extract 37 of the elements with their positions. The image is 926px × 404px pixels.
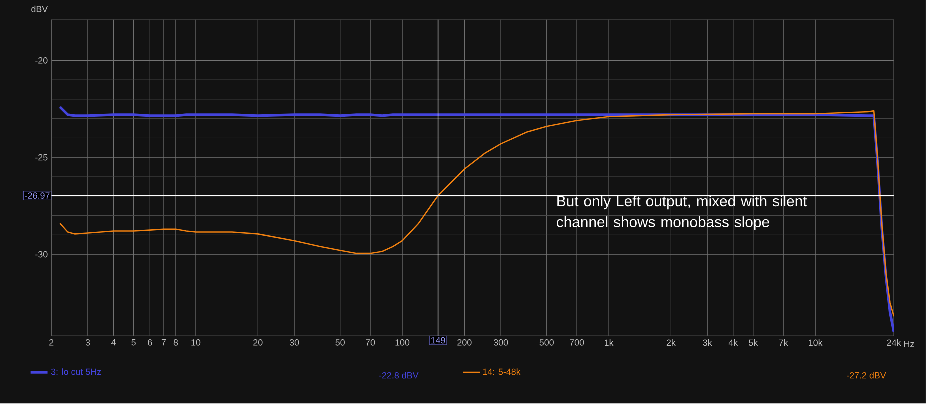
x-tick-label: 500 [540, 340, 554, 346]
y-tick-label: -20 [36, 58, 48, 64]
x-tick-label: 300 [494, 340, 508, 346]
x-tick-label: 3 [86, 340, 90, 346]
y-tick-label: -25 [36, 154, 48, 161]
y-tick-label: -30 [36, 251, 48, 258]
text: -22.8 dBV [379, 372, 419, 379]
x-tick-label: 7 [162, 340, 166, 346]
x-tick-label: 4k [728, 340, 738, 346]
x-tick-label: 4 [112, 340, 116, 346]
x-tick-label: 2k [666, 340, 676, 346]
y-axis-title: dBV [32, 6, 48, 13]
legend-label: 3: lo cut 5Hz [51, 368, 102, 376]
annotation: But only Left output, mixed with silent channel shows monobass slope [557, 196, 808, 231]
x-tick-label: 5 [132, 340, 136, 346]
x-tick-label: 3k [703, 340, 712, 346]
x-axis-title: Hz [904, 341, 914, 348]
ref-line-label: 149 [432, 337, 446, 344]
x-tick-label: 100 [396, 340, 410, 346]
x-tick-label: 50 [336, 340, 345, 346]
x-tick-label: 24k [887, 340, 902, 346]
x-tick-label: 20 [254, 340, 263, 346]
x-tick-label: 70 [366, 340, 376, 346]
text: -27.2 dBV [847, 372, 886, 379]
legend-label: 14: 5-48k [483, 368, 521, 376]
x-tick-label: 200 [458, 340, 472, 346]
x-tick-label: 1k [605, 340, 614, 346]
x-tick-label: 30 [290, 340, 300, 346]
x-tick-label: 2 [50, 340, 54, 346]
ref-line-label: -26.97 [25, 192, 50, 200]
x-tick-label: 8 [174, 340, 178, 346]
x-tick-label: 6 [148, 340, 152, 346]
x-tick-label: 5k [749, 340, 758, 346]
x-tick-label: 10k [809, 340, 823, 346]
x-tick-label: 7k [779, 340, 788, 346]
x-tick-label: 10 [192, 340, 201, 346]
x-tick-label: 700 [570, 340, 584, 346]
